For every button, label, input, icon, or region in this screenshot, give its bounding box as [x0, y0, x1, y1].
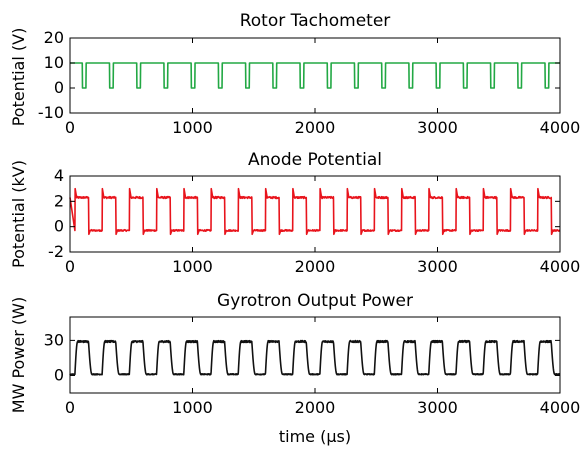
x-tick-label: 4000: [540, 118, 581, 137]
x-tick-label: 0: [65, 118, 75, 137]
x-tick-label: 1000: [172, 257, 213, 276]
series-group: [69, 187, 561, 236]
plot-frame: [69, 175, 561, 253]
y-tick-label: 20: [44, 28, 64, 47]
y-tick-label: -2: [48, 242, 64, 261]
x-tick-label: 3000: [417, 257, 458, 276]
x-tick-label: 3000: [417, 398, 458, 417]
x-tick-label: 2000: [295, 118, 336, 137]
x-tick-label: 2000: [295, 257, 336, 276]
panel-rotor-tachometer: Rotor Tachometer Potential (V) 0 1000 2000…: [9, 11, 580, 137]
y-tick-label: -10: [38, 103, 64, 122]
series-group: [69, 339, 561, 376]
x-tick-label: 1000: [172, 398, 213, 417]
tick-group: 0 1000 2000 3000 4000 0 30: [44, 317, 581, 417]
y-tick-label: 4: [54, 166, 64, 185]
y-tick-label: 0: [54, 365, 64, 384]
y-tick-label: 0: [54, 78, 64, 97]
y-tick-label: 2: [54, 191, 64, 210]
series-line-0: [69, 187, 561, 236]
y-tick-label: 10: [44, 53, 64, 72]
panel-gyrotron-output-power: Gyrotron Output Power MW Power (W) 0 1000…: [9, 291, 580, 446]
series-group: [70, 62, 560, 89]
x-axis-label: time (μs): [279, 427, 351, 446]
y-axis-label: Potential (V): [9, 28, 28, 127]
y-axis-label: MW Power (W): [9, 297, 28, 413]
series-line-0: [70, 62, 560, 89]
chart-title: Anode Potential: [248, 150, 382, 170]
x-tick-label: 2000: [295, 398, 336, 417]
plot-frame: [69, 316, 561, 394]
chart-title: Rotor Tachometer: [240, 11, 391, 31]
chart-title: Gyrotron Output Power: [217, 291, 413, 311]
x-tick-label: 4000: [540, 257, 581, 276]
y-tick-label: 30: [44, 330, 64, 349]
panel-anode-potential: Anode Potential Potential (kV) 0 1000 2000…: [9, 150, 580, 276]
y-axis-label: Potential (kV): [9, 160, 28, 268]
y-tick-label: 0: [54, 217, 64, 236]
x-tick-label: 4000: [540, 398, 581, 417]
series-line-0: [69, 339, 561, 376]
x-tick-label: 0: [65, 257, 75, 276]
x-tick-label: 0: [65, 398, 75, 417]
x-tick-label: 1000: [172, 118, 213, 137]
x-tick-label: 3000: [417, 118, 458, 137]
plot-frame: [69, 37, 561, 114]
